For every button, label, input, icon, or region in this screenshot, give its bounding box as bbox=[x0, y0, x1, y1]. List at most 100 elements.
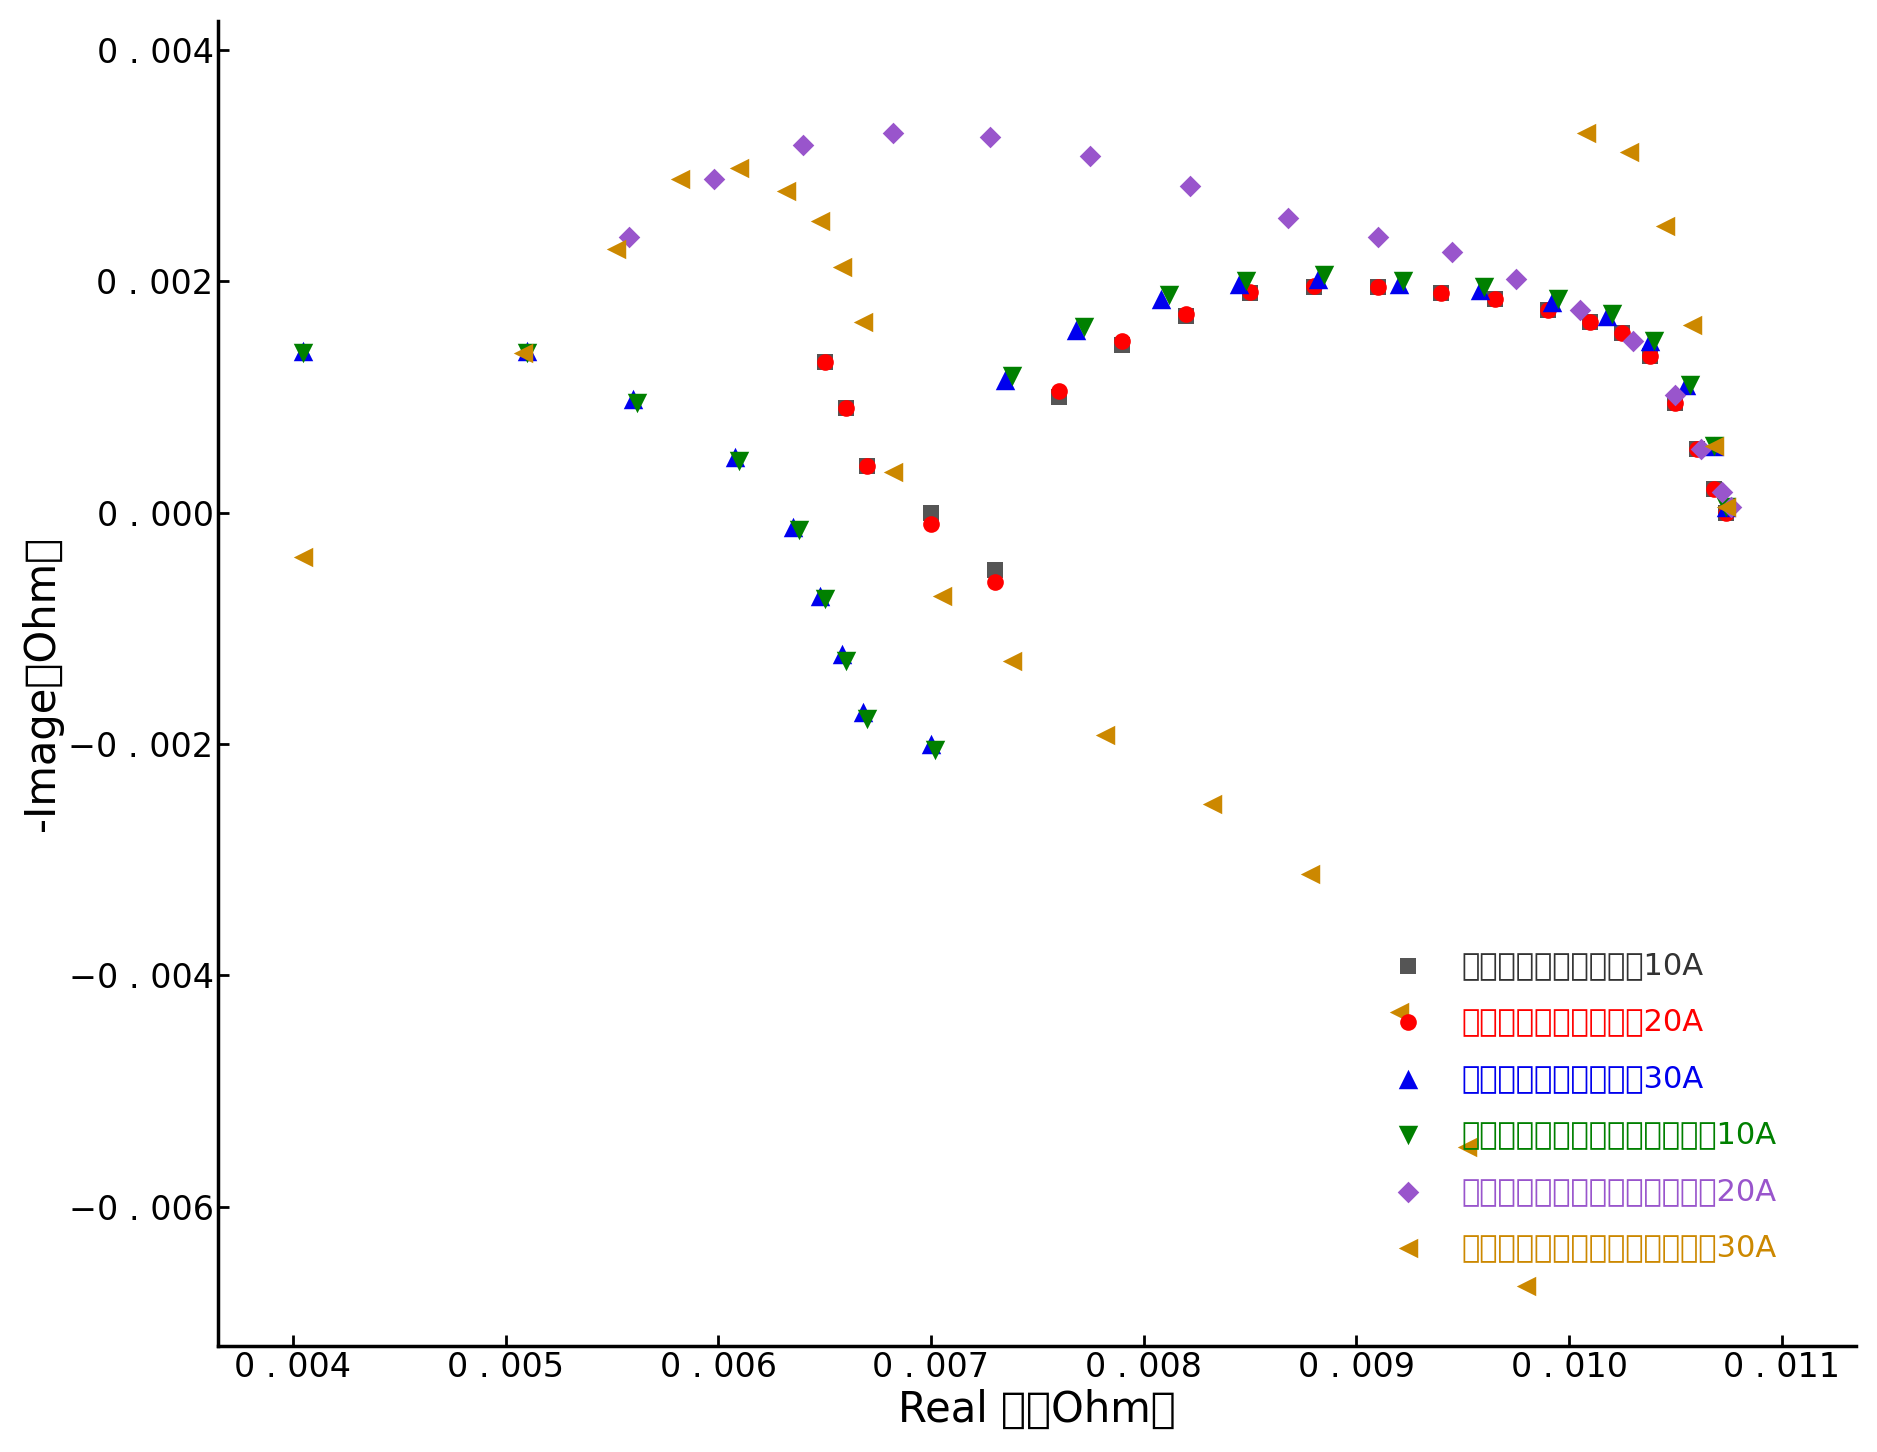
电化学工作站并联直流电源测试10A bbox=[1639, 330, 1669, 353]
电化学工作站并联直流电源测试30A bbox=[725, 157, 755, 180]
电化学工作站并联直流电源测试20A bbox=[1076, 145, 1106, 168]
电化学工作站直接测试10A bbox=[1534, 299, 1564, 322]
电化学工作站直接测试20A bbox=[980, 571, 1010, 594]
电化学工作站直接测试10A bbox=[1044, 385, 1074, 408]
电化学工作站直接测试20A bbox=[1171, 302, 1201, 325]
电化学工作站直接测试30A bbox=[1537, 290, 1567, 314]
电化学工作站并联直流电源测试30A bbox=[878, 460, 908, 484]
电化学工作站并联直流电源测试20A bbox=[1565, 299, 1595, 322]
电化学工作站并联直流电源测试20A bbox=[1716, 495, 1746, 518]
电化学工作站并联直流电源测试30A bbox=[848, 311, 878, 334]
电化学工作站直接测试20A bbox=[1635, 344, 1665, 367]
电化学工作站并联直流电源测试10A bbox=[920, 738, 950, 761]
电化学工作站并联直流电源测试10A bbox=[725, 449, 755, 472]
电化学工作站并联直流电源测试10A bbox=[1154, 283, 1184, 306]
电化学工作站并联直流电源测试30A bbox=[289, 544, 319, 568]
电化学工作站并联直流电源测试10A bbox=[1231, 270, 1261, 293]
电化学工作站并联直流电源测试20A bbox=[1363, 225, 1393, 248]
电化学工作站并联直流电源测试10A bbox=[852, 707, 882, 730]
电化学工作站直接测试30A bbox=[1224, 272, 1254, 295]
电化学工作站直接测试20A bbox=[1363, 276, 1393, 299]
电化学工作站直接测试10A bbox=[1712, 501, 1742, 524]
电化学工作站并联直流电源测试30A bbox=[1571, 122, 1601, 145]
电化学工作站并联直流电源测试10A bbox=[1070, 317, 1100, 340]
电化学工作站直接测试20A bbox=[1534, 299, 1564, 322]
电化学工作站直接测试30A bbox=[721, 446, 751, 469]
电化学工作站并联直流电源测试30A bbox=[1383, 1000, 1413, 1024]
电化学工作站直接测试10A bbox=[1107, 333, 1137, 356]
电化学工作站并联直流电源测试30A bbox=[1712, 495, 1742, 518]
电化学工作站并联直流电源测试30A bbox=[664, 168, 694, 192]
电化学工作站并联直流电源测试20A bbox=[1273, 206, 1303, 229]
电化学工作站直接测试30A bbox=[289, 338, 319, 362]
电化学工作站并联直流电源测试30A bbox=[1678, 314, 1708, 337]
电化学工作站并联直流电源测试10A bbox=[289, 341, 319, 364]
电化学工作站直接测试10A bbox=[1699, 478, 1729, 501]
电化学工作站直接测试30A bbox=[1671, 373, 1701, 396]
电化学工作站直接测试10A bbox=[809, 350, 839, 373]
X-axis label: Real 　（Ohm）: Real （Ohm） bbox=[899, 1390, 1177, 1432]
电化学工作站并联直流电源测试30A bbox=[1650, 213, 1680, 237]
电化学工作站直接测试30A bbox=[805, 584, 835, 607]
电化学工作站直接测试20A bbox=[1575, 311, 1605, 334]
电化学工作站直接测试20A bbox=[1682, 437, 1712, 460]
电化学工作站直接测试20A bbox=[1107, 330, 1137, 353]
电化学工作站直接测试10A bbox=[1575, 311, 1605, 334]
电化学工作站并联直流电源测试20A bbox=[1618, 330, 1648, 353]
电化学工作站并联直流电源测试20A bbox=[1708, 481, 1738, 504]
电化学工作站直接测试20A bbox=[1044, 379, 1074, 402]
电化学工作站并联直流电源测试10A bbox=[512, 341, 542, 364]
电化学工作站直接测试20A bbox=[916, 513, 946, 536]
电化学工作站并联直流电源测试30A bbox=[1295, 862, 1325, 886]
电化学工作站并联直流电源测试30A bbox=[1614, 139, 1644, 163]
电化学工作站直接测试20A bbox=[852, 454, 882, 478]
电化学工作站直接测试10A bbox=[1479, 287, 1509, 311]
电化学工作站直接测试30A bbox=[1712, 495, 1742, 518]
电化学工作站直接测试30A bbox=[1635, 330, 1665, 353]
电化学工作站直接测试30A bbox=[512, 338, 542, 362]
电化学工作站直接测试20A bbox=[832, 396, 862, 420]
电化学工作站并联直流电源测试30A bbox=[927, 584, 957, 607]
电化学工作站直接测试30A bbox=[916, 732, 946, 755]
电化学工作站直接测试10A bbox=[916, 501, 946, 524]
电化学工作站并联直流电源测试30A bbox=[997, 649, 1027, 672]
Legend: 电化学工作站直接测试10A, 电化学工作站直接测试20A, 电化学工作站直接测试30A, 电化学工作站并联直流电源测试10A, 电化学工作站并联直流电源测试20: 电化学工作站直接测试10A, 电化学工作站直接测试20A, 电化学工作站直接测试… bbox=[1370, 935, 1793, 1278]
电化学工作站并联直流电源测试10A bbox=[832, 649, 862, 672]
电化学工作站并联直流电源测试20A bbox=[878, 122, 908, 145]
电化学工作站并联直流电源测试10A bbox=[1310, 264, 1340, 287]
电化学工作站并联直流电源测试10A bbox=[1597, 302, 1627, 325]
电化学工作站并联直流电源测试30A bbox=[601, 237, 631, 260]
电化学工作站并联直流电源测试10A bbox=[623, 391, 653, 414]
电化学工作站并联直流电源测试20A bbox=[1502, 267, 1532, 290]
电化学工作站并联直流电源测试20A bbox=[788, 134, 818, 157]
电化学工作站直接测试10A bbox=[1682, 437, 1712, 460]
电化学工作站并联直流电源测试10A bbox=[1389, 270, 1419, 293]
电化学工作站直接测试30A bbox=[618, 388, 648, 411]
电化学工作站直接测试10A bbox=[1635, 344, 1665, 367]
电化学工作站直接测试30A bbox=[1464, 279, 1494, 302]
电化学工作站并联直流电源测试20A bbox=[976, 125, 1006, 148]
电化学工作站直接测试20A bbox=[1712, 501, 1742, 524]
电化学工作站直接测试20A bbox=[809, 350, 839, 373]
电化学工作站直接测试30A bbox=[1303, 267, 1333, 290]
电化学工作站并联直流电源测试10A bbox=[1699, 434, 1729, 457]
电化学工作站直接测试10A bbox=[980, 559, 1010, 582]
电化学工作站直接测试30A bbox=[1061, 318, 1091, 341]
电化学工作站直接测试10A bbox=[852, 454, 882, 478]
电化学工作站直接测试10A bbox=[1427, 282, 1457, 305]
电化学工作站并联直流电源测试20A bbox=[1175, 174, 1205, 197]
电化学工作站并联直流电源测试30A bbox=[1091, 723, 1121, 746]
电化学工作站直接测试30A bbox=[1592, 305, 1622, 328]
电化学工作站并联直流电源测试30A bbox=[805, 209, 835, 232]
Y-axis label: -Image（Ohm）: -Image（Ohm） bbox=[21, 536, 62, 831]
电化学工作站直接测试30A bbox=[1145, 287, 1175, 311]
电化学工作站并联直流电源测试10A bbox=[785, 518, 815, 542]
电化学工作站并联直流电源测试30A bbox=[771, 179, 801, 202]
电化学工作站直接测试10A bbox=[1235, 282, 1265, 305]
电化学工作站并联直流电源测试30A bbox=[826, 256, 856, 279]
电化学工作站直接测试20A bbox=[1479, 287, 1509, 311]
电化学工作站并联直流电源测试30A bbox=[507, 341, 537, 364]
电化学工作站并联直流电源测试20A bbox=[1438, 241, 1468, 264]
电化学工作站直接测试10A bbox=[1299, 276, 1329, 299]
电化学工作站并联直流电源测试10A bbox=[1712, 495, 1742, 518]
